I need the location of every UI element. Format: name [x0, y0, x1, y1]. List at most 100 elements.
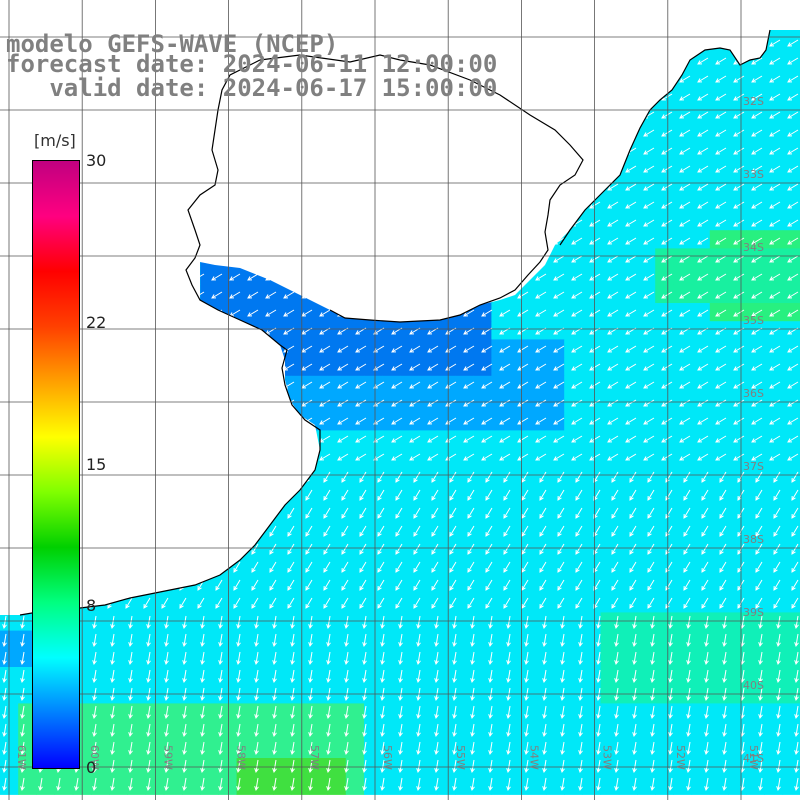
lon-label: 51W [747, 745, 760, 770]
wind-arrow [668, 651, 673, 666]
wind-arrow [542, 651, 547, 666]
wind-arrow [20, 669, 25, 684]
sea-cell [236, 721, 256, 741]
wind-arrow [409, 399, 421, 407]
sea-cell [273, 284, 292, 304]
sea-cell [764, 157, 784, 177]
wind-arrow [38, 777, 43, 792]
sea-cell [327, 630, 347, 650]
wind-arrow [650, 777, 655, 792]
sea-cell [782, 485, 800, 504]
sea-cell [637, 157, 656, 177]
sea-cell [345, 594, 365, 613]
lat-label: 35S [743, 314, 764, 327]
wind-arrow [776, 651, 781, 666]
sea-cell [291, 703, 310, 723]
sea-cell [782, 230, 800, 249]
wind-arrow [391, 363, 403, 371]
wind-arrow [596, 759, 601, 774]
wind-arrow [755, 489, 763, 501]
wind-arrow [470, 759, 475, 774]
wind-arrow [395, 471, 403, 483]
wind-arrow [632, 615, 637, 630]
wind-arrow [751, 165, 763, 173]
wind-arrow [661, 147, 673, 155]
sea-cell [327, 721, 347, 741]
sea-cell [527, 630, 547, 650]
sea-cell [618, 776, 638, 795]
sea-cell [618, 321, 638, 340]
sea-cell [582, 485, 602, 504]
wind-arrow [679, 165, 691, 173]
wind-arrow [697, 129, 709, 137]
wind-arrow [110, 741, 115, 756]
sea-cell [728, 648, 747, 668]
wind-arrow [542, 705, 547, 720]
wind-arrow [686, 777, 691, 792]
wind-arrow [463, 345, 475, 353]
wind-arrow [362, 777, 367, 792]
wind-arrow [769, 345, 781, 353]
wind-arrow [733, 381, 745, 389]
sea-cell [782, 121, 800, 140]
sea-cell [691, 284, 711, 304]
sea-cell [418, 466, 438, 486]
wind-arrow [733, 345, 745, 353]
wind-arrow [733, 129, 745, 137]
wind-arrow [290, 705, 295, 720]
sea-cell [364, 357, 383, 377]
sea-cell [345, 521, 365, 541]
wind-arrow [413, 507, 421, 519]
sea-cell [291, 685, 310, 704]
wind-arrow [506, 741, 511, 756]
sea-cell [291, 667, 310, 686]
wind-arrow [776, 741, 781, 756]
sea-cell [655, 375, 674, 395]
sea-cell [782, 576, 800, 595]
wind-arrow [506, 651, 511, 666]
wind-arrow [488, 705, 493, 720]
wind-arrow [283, 309, 295, 317]
wind-arrow [715, 417, 727, 425]
sea-cell [218, 685, 238, 704]
sea-cell [345, 630, 365, 650]
wind-arrow [661, 345, 673, 353]
sea-cell [509, 776, 529, 795]
sea-cell [782, 303, 800, 322]
wind-arrow [661, 399, 673, 407]
wind-arrow [128, 633, 133, 648]
sea-cell [546, 303, 565, 322]
wind-arrow [668, 633, 673, 648]
sea-cell [746, 503, 765, 522]
wind-arrow [661, 183, 673, 191]
sea-cell [691, 375, 711, 395]
wind-arrow [542, 777, 547, 792]
wind-arrow [719, 507, 727, 519]
wind-arrow [553, 273, 565, 281]
sea-cell [673, 193, 693, 213]
wind-arrow [733, 435, 745, 443]
wind-arrow [719, 597, 727, 609]
wind-arrow [128, 651, 133, 666]
sea-cell [728, 284, 747, 304]
wind-arrow [751, 435, 763, 443]
sea-cell [637, 648, 656, 668]
wind-arrow [434, 633, 439, 648]
sea-cell [764, 48, 784, 67]
sea-cell [582, 230, 602, 249]
wind-arrow [614, 759, 619, 774]
sea-cell [400, 612, 420, 632]
sea-cell [564, 230, 583, 249]
sea-cell [691, 121, 711, 140]
sea-cell [655, 357, 674, 377]
wind-arrow [431, 579, 439, 591]
wind-arrow [164, 669, 169, 684]
wind-arrow [251, 543, 259, 555]
sea-cell [764, 303, 784, 322]
wind-arrow [733, 219, 745, 227]
wind-arrow [776, 615, 781, 630]
sea-cell [509, 321, 529, 340]
wind-arrow [751, 129, 763, 137]
sea-cell [618, 248, 638, 268]
wind-arrow [20, 777, 25, 792]
